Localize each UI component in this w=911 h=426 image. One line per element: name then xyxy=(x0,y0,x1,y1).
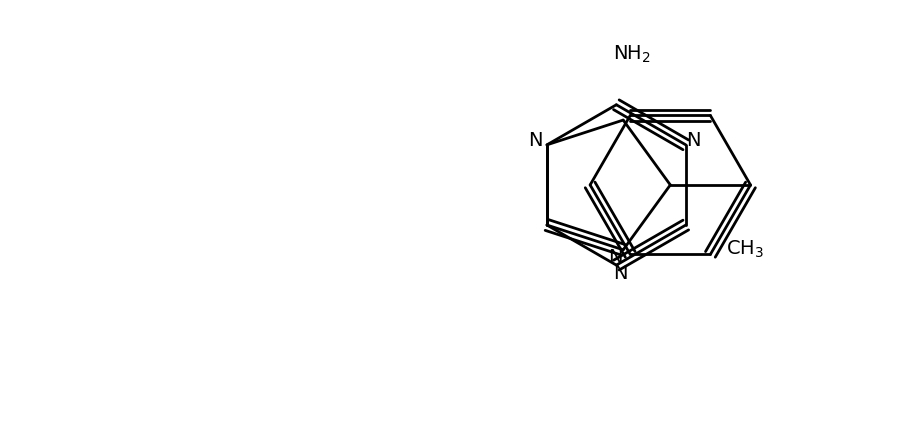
Text: NH$_2$: NH$_2$ xyxy=(613,43,650,65)
Text: N: N xyxy=(527,131,541,150)
Text: N: N xyxy=(608,248,621,268)
Text: CH$_3$: CH$_3$ xyxy=(725,239,763,260)
Text: N: N xyxy=(686,131,701,150)
Text: N: N xyxy=(612,264,627,282)
